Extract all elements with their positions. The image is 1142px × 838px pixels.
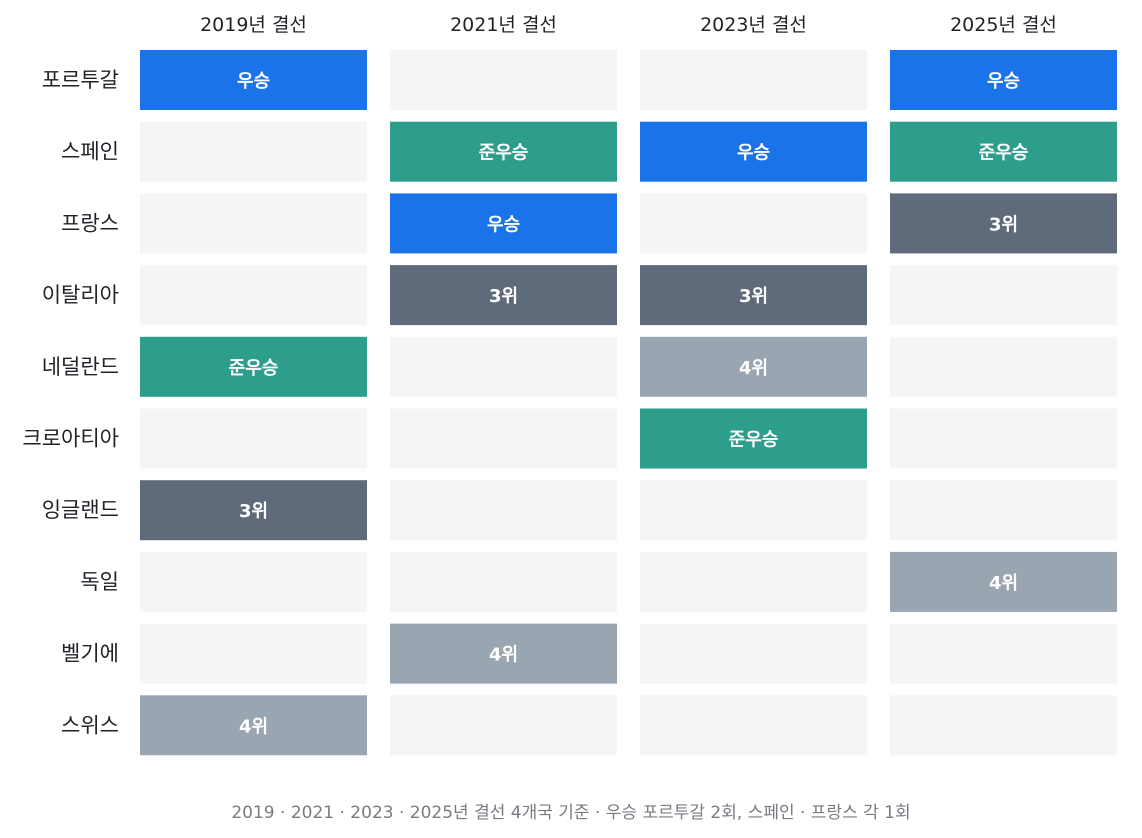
column-header: 2021년 결선	[450, 14, 557, 36]
empty-cell	[640, 623, 867, 684]
result-label: 3위	[739, 286, 768, 307]
result-label: 3위	[489, 286, 518, 307]
empty-cell	[390, 551, 617, 612]
empty-cell	[890, 265, 1117, 326]
result-cell	[890, 551, 1117, 612]
result-label: 4위	[489, 645, 518, 666]
column-header: 2019년 결선	[200, 14, 307, 36]
empty-cell	[390, 408, 617, 469]
result-cell	[390, 121, 617, 182]
result-cell	[890, 121, 1117, 182]
result-cell	[890, 50, 1117, 110]
result-cell	[390, 265, 617, 326]
footnote: 2019 · 2021 · 2023 · 2025년 결선 4개국 기준 · 우…	[231, 803, 911, 823]
empty-cell	[140, 121, 367, 182]
empty-cell	[140, 551, 367, 612]
row-label: 크로아티아	[22, 427, 119, 451]
empty-cell	[640, 695, 867, 756]
result-label: 4위	[239, 716, 268, 737]
empty-cell	[140, 623, 367, 684]
row-label: 독일	[80, 570, 119, 594]
result-cell	[640, 265, 867, 326]
result-label: 준우승	[479, 143, 529, 164]
row-label: 벨기에	[61, 642, 119, 666]
empty-cell	[890, 480, 1117, 541]
empty-cell	[390, 336, 617, 397]
row-label: 포르투갈	[42, 68, 119, 92]
result-label: 4위	[739, 358, 768, 379]
empty-cell	[890, 623, 1117, 684]
row-label: 잉글랜드	[42, 498, 119, 522]
empty-cell	[140, 193, 367, 254]
empty-cell	[890, 408, 1117, 469]
empty-cell	[640, 193, 867, 254]
result-label: 3위	[239, 501, 268, 522]
result-label: 준우승	[979, 143, 1029, 164]
result-cell	[890, 193, 1117, 254]
empty-cell	[390, 50, 617, 110]
result-label: 준우승	[229, 358, 279, 379]
result-cell	[140, 336, 367, 397]
result-cell	[390, 623, 617, 684]
row-label: 스위스	[61, 713, 119, 737]
result-label: 준우승	[729, 430, 779, 451]
empty-cell	[890, 336, 1117, 397]
empty-cell	[640, 551, 867, 612]
empty-cell	[390, 695, 617, 756]
result-label: 우승	[737, 143, 770, 164]
column-header: 2025년 결선	[950, 14, 1057, 36]
row-label: 프랑스	[61, 211, 119, 235]
empty-cell	[140, 408, 367, 469]
result-cell	[140, 695, 367, 756]
row-label: 이탈리아	[42, 283, 119, 307]
result-label: 우승	[487, 214, 520, 235]
row-label: 네덜란드	[42, 355, 119, 379]
empty-cell	[390, 480, 617, 541]
result-label: 4위	[989, 573, 1018, 594]
result-cell	[390, 193, 617, 254]
result-cell	[140, 50, 367, 110]
result-cell	[640, 336, 867, 397]
empty-cell	[890, 695, 1117, 756]
result-cell	[140, 480, 367, 541]
row-label: 스페인	[61, 140, 119, 164]
column-header: 2023년 결선	[700, 14, 807, 36]
empty-cell	[140, 265, 367, 326]
empty-cell	[640, 50, 867, 110]
result-label: 우승	[237, 71, 270, 92]
empty-cell	[640, 480, 867, 541]
result-cell	[640, 121, 867, 182]
result-label: 3위	[989, 214, 1018, 235]
result-label: 우승	[987, 71, 1020, 92]
result-cell	[640, 408, 867, 469]
